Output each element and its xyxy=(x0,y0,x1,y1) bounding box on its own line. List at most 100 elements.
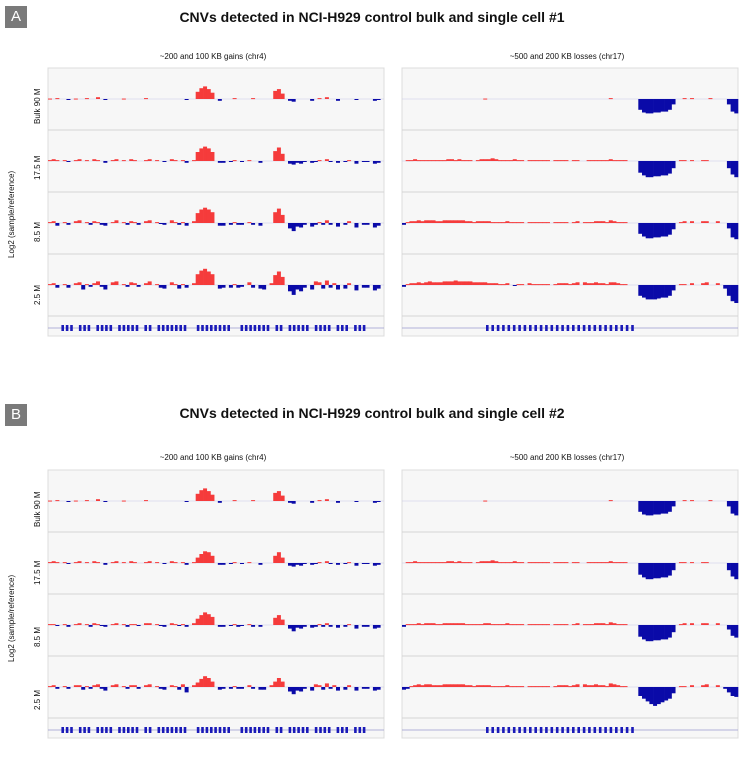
gain-bar xyxy=(280,153,285,161)
gain-bar xyxy=(501,222,506,224)
gain-bar xyxy=(461,562,466,564)
gain-bar xyxy=(520,562,525,564)
gain-bar xyxy=(416,684,421,687)
gene-mark xyxy=(275,727,279,733)
gain-bar xyxy=(520,160,525,162)
loss-bar xyxy=(649,161,654,178)
gene-mark xyxy=(210,325,213,331)
gain-bar xyxy=(468,221,473,223)
gain-bar xyxy=(147,159,152,161)
loss-bar xyxy=(365,285,370,288)
loss-bar xyxy=(158,687,163,689)
loss-bar xyxy=(660,501,665,514)
loss-bar xyxy=(184,563,189,565)
gain-bar xyxy=(608,561,613,563)
loss-bar xyxy=(734,563,739,580)
gene-mark xyxy=(214,325,217,331)
loss-bar xyxy=(258,625,263,627)
gain-bar xyxy=(498,160,502,162)
loss-bar xyxy=(302,161,307,162)
gene-mark xyxy=(550,325,554,331)
loss-bar xyxy=(645,501,650,516)
gain-bar xyxy=(210,274,215,285)
gain-bar xyxy=(560,685,565,687)
gene-mark xyxy=(244,727,248,733)
gain-bar xyxy=(542,160,547,162)
gain-bar xyxy=(169,623,174,625)
gene-mark xyxy=(70,325,73,331)
gene-mark xyxy=(205,727,209,733)
gain-bar xyxy=(472,686,477,688)
gene-mark xyxy=(297,325,300,331)
gene-mark xyxy=(529,325,532,331)
gain-bar xyxy=(424,623,429,625)
gain-bar xyxy=(527,624,532,626)
gene-mark xyxy=(118,325,121,331)
gain-bar xyxy=(483,159,488,161)
gain-bar xyxy=(582,222,587,224)
loss-bar xyxy=(288,501,292,503)
loss-bar xyxy=(638,501,643,512)
gain-bar xyxy=(608,220,613,223)
gain-bar xyxy=(690,283,694,285)
gain-bar xyxy=(413,561,418,563)
loss-bar xyxy=(656,223,661,238)
gain-bar xyxy=(464,562,469,564)
gain-bar xyxy=(608,159,613,161)
gene-mark xyxy=(87,727,91,733)
loss-bar xyxy=(136,625,141,626)
loss-bar xyxy=(302,563,307,564)
loss-bar xyxy=(667,563,672,576)
gene-mark xyxy=(523,727,527,733)
loss-bar xyxy=(653,625,658,641)
gain-bar xyxy=(438,282,443,285)
loss-bar xyxy=(136,223,141,225)
gain-bar xyxy=(276,89,281,99)
gain-bar xyxy=(501,284,506,286)
loss-bar xyxy=(336,563,340,565)
gain-bar xyxy=(557,685,562,687)
gene-mark xyxy=(620,325,623,331)
gain-bar xyxy=(708,98,713,100)
loss-bar xyxy=(642,501,646,515)
loss-bar xyxy=(667,161,672,174)
loss-bar xyxy=(81,687,86,690)
gain-bar xyxy=(498,284,502,286)
loss-bar xyxy=(240,687,244,689)
gain-bar xyxy=(424,220,429,223)
gain-bar xyxy=(121,686,126,688)
gain-bar xyxy=(461,684,466,687)
gene-mark xyxy=(135,727,139,733)
gene-mark xyxy=(507,727,511,733)
gain-bar xyxy=(475,562,480,564)
gain-bar xyxy=(232,562,237,564)
loss-bar xyxy=(365,223,370,225)
loss-bar xyxy=(361,563,366,564)
gene-mark xyxy=(135,325,139,331)
loss-bar xyxy=(376,501,381,502)
gain-bar xyxy=(232,624,237,626)
gain-bar xyxy=(251,98,256,100)
gene-mark xyxy=(127,727,130,733)
gene-mark xyxy=(279,325,283,331)
loss-bar xyxy=(671,285,676,291)
gain-bar xyxy=(210,681,215,687)
gain-bar xyxy=(232,98,237,100)
gene-mark xyxy=(496,727,500,733)
gain-bar xyxy=(324,623,329,625)
gene-mark xyxy=(555,325,559,331)
loss-bar xyxy=(184,625,189,627)
gain-bar xyxy=(546,686,550,688)
gene-mark xyxy=(358,325,362,331)
gain-bar xyxy=(582,684,587,687)
plot-frame xyxy=(47,67,385,337)
gain-bar xyxy=(715,685,720,687)
gain-bar xyxy=(55,98,60,100)
gene-mark xyxy=(201,325,204,331)
loss-bar xyxy=(336,687,340,691)
gain-bar xyxy=(55,160,60,162)
loss-bar xyxy=(365,687,370,689)
loss-bar xyxy=(310,625,315,628)
gene-mark xyxy=(288,325,292,331)
loss-bar xyxy=(251,285,256,288)
